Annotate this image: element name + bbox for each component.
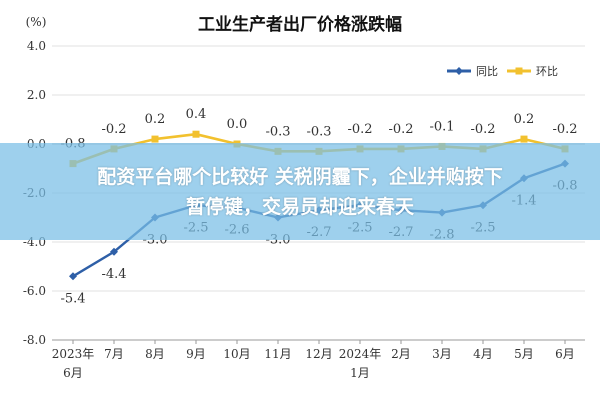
data-label-mom: 0.2 (514, 112, 535, 127)
data-label-mom: -0.3 (265, 124, 290, 139)
y-tick-label: 2.0 (27, 88, 46, 102)
chart-title: 工业生产者出厂价格涨跌幅 (198, 14, 402, 35)
data-label-mom: -0.2 (470, 122, 495, 137)
data-label-mom: 0.0 (227, 117, 248, 132)
x-tick-label: 4月 (473, 347, 493, 361)
x-tick-label: 12月 (305, 347, 332, 361)
y-tick-label: 4.0 (27, 39, 46, 53)
data-label-yoy: -4.4 (101, 267, 126, 282)
data-label-mom: -0.2 (347, 122, 372, 137)
y-tick-label: -8.0 (23, 333, 46, 347)
data-label-mom: 0.4 (186, 107, 207, 122)
data-point-mom (151, 135, 159, 143)
data-point-mom (520, 135, 528, 143)
legend-label: 同比 (476, 65, 498, 78)
y-tick-label: -6.0 (23, 284, 46, 298)
legend-swatch-marker (515, 67, 523, 75)
x-tick-label: 3月 (432, 347, 452, 361)
data-label-mom: -0.3 (306, 124, 331, 139)
x-tick-label: 10月 (223, 347, 250, 361)
x-tick-label: 6月 (555, 347, 575, 361)
x-tick-label: 11月 (264, 347, 291, 361)
legend: 同比 环比 (447, 65, 558, 78)
x-tick-label: 8月 (145, 347, 165, 361)
x-tick-label: 5月 (514, 347, 534, 361)
data-label-yoy: -5.4 (60, 291, 85, 306)
banner-line-2: 暂停键，交易员却迎来春天 (185, 195, 414, 218)
x-tick-label: 9月 (186, 347, 206, 361)
data-label-mom: 0.2 (145, 112, 166, 127)
data-label-mom: -0.2 (552, 122, 577, 137)
x-tick-label: 7月 (104, 347, 124, 361)
banner-line-1: 配资平台哪个比较好 关税阴霾下，企业并购按下 (97, 165, 503, 188)
data-point-yoy (69, 272, 77, 281)
legend-swatch-marker (455, 67, 463, 75)
data-point-mom (192, 130, 200, 138)
legend-label: 环比 (536, 65, 558, 78)
overlay-banner: 配资平台哪个比较好 关税阴霾下，企业并购按下 暂停键，交易员却迎来春天 (0, 143, 600, 240)
data-label-mom: -0.2 (101, 122, 126, 137)
y-axis-unit-label: (%) (26, 15, 47, 29)
x-tick-label: 2023年 6月 (52, 347, 95, 380)
x-tick-label: 2024年 1月 (339, 347, 382, 380)
data-label-mom: -0.2 (388, 122, 413, 137)
x-tick-label: 2月 (391, 347, 411, 361)
data-point-yoy (110, 247, 118, 256)
data-label-mom: -0.1 (429, 119, 454, 134)
